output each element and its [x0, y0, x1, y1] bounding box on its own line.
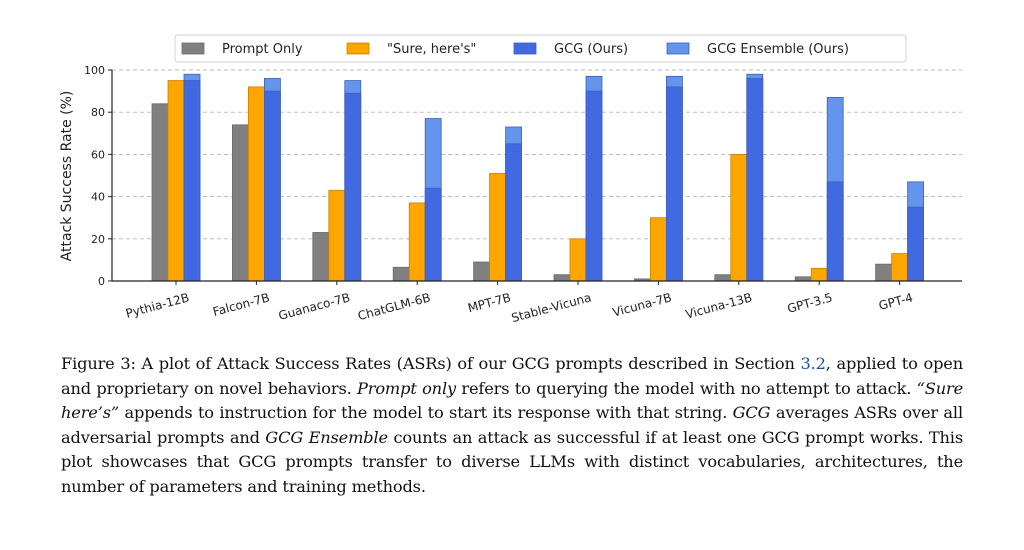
bar-sure-heres — [650, 217, 667, 282]
caption-label: Figure 3: — [61, 354, 136, 373]
bar-sure-heres — [328, 189, 346, 282]
y-tick-label: 80 — [91, 106, 105, 119]
legend-label: Prompt Only — [222, 42, 303, 57]
bar-sure-heres — [167, 80, 185, 282]
bar-prompt-only — [392, 266, 410, 282]
legend-label: "Sure, here's" — [387, 42, 476, 57]
x-tick-label: GPT-3.5 — [786, 290, 834, 315]
legend-swatch — [666, 42, 690, 55]
bar-gcg — [183, 80, 201, 282]
y-tick-label: 0 — [98, 275, 105, 288]
section-reference-link[interactable]: 3.2 — [800, 354, 826, 373]
bar-gcg — [505, 143, 523, 282]
bar-gcg — [585, 90, 603, 282]
x-tick-label: Vicuna-13B — [684, 290, 754, 321]
y-tick-label: 60 — [91, 148, 105, 161]
bar-sure-heres — [569, 238, 587, 282]
x-tick-label: Pythia-12B — [124, 290, 191, 320]
y-tick-label: 100 — [84, 64, 105, 77]
bar-prompt-only — [231, 124, 249, 282]
bar-sure-heres — [730, 153, 748, 282]
x-tick-label: GPT-4 — [877, 290, 914, 313]
bar-prompt-only — [473, 261, 491, 282]
legend-swatch — [181, 42, 205, 55]
legend-label: GCG Ensemble (Ours) — [707, 42, 849, 57]
y-ticks: 0 20 40 60 80 100 — [84, 64, 112, 288]
x-tick-label: Falcon-7B — [211, 290, 271, 319]
bars — [151, 73, 924, 282]
bar-gcg — [344, 92, 362, 282]
bar-prompt-only — [875, 263, 892, 282]
legend-label: GCG (Ours) — [554, 42, 628, 57]
x-tick-label: Stable-Vicuna — [510, 290, 593, 325]
y-tick-label: 40 — [91, 191, 105, 204]
bar-gcg — [907, 206, 924, 282]
bar-gcg — [424, 187, 442, 282]
axes — [111, 70, 962, 282]
legend-entry: "Sure, here's" — [346, 42, 476, 57]
bar-gcg — [666, 86, 683, 282]
legend-box — [174, 34, 907, 63]
bar-prompt-only — [151, 103, 169, 282]
bar-prompt-only — [794, 276, 812, 282]
legend-entry: Prompt Only — [181, 42, 303, 57]
y-tick-label: 20 — [91, 233, 105, 246]
bar-gcg — [746, 78, 764, 282]
bar-prompt-only — [553, 274, 571, 282]
bar-sure-heres — [891, 253, 908, 282]
bar-sure-heres — [810, 267, 828, 282]
legend-swatch — [513, 42, 537, 55]
legend-entry: GCG (Ours) — [513, 42, 628, 57]
bar-sure-heres — [247, 86, 265, 282]
legend-entry: GCG Ensemble (Ours) — [666, 42, 849, 57]
x-tick-label: Vicuna-7B — [611, 290, 673, 319]
x-tick-label: ChatGLM-6B — [356, 290, 432, 323]
bar-prompt-only — [714, 274, 732, 282]
bar-sure-heres — [408, 202, 426, 282]
x-ticks: Pythia-12B Falcon-7B Guanaco-7B ChatGLM-6B M… — [124, 281, 914, 325]
legend-swatch — [346, 42, 370, 55]
bar-sure-heres — [489, 172, 507, 282]
x-tick-label: Guanaco-7B — [277, 290, 352, 323]
bar-chart: 0 20 40 60 80 100 Pythia-12B Falcon-7B Guanaco-… — [59, 34, 962, 325]
legend: Prompt Only "Sure, here's" GCG (Ours) GCG E… — [174, 34, 907, 63]
x-tick-label: MPT-7B — [466, 290, 512, 315]
figure-caption: Figure 3: A plot of Attack Success Rates… — [61, 354, 964, 496]
bar-prompt-only — [312, 232, 330, 282]
y-axis-label: Attack Success Rate (%) — [59, 91, 75, 262]
bar-gcg — [826, 181, 844, 282]
bar-gcg — [263, 90, 281, 282]
